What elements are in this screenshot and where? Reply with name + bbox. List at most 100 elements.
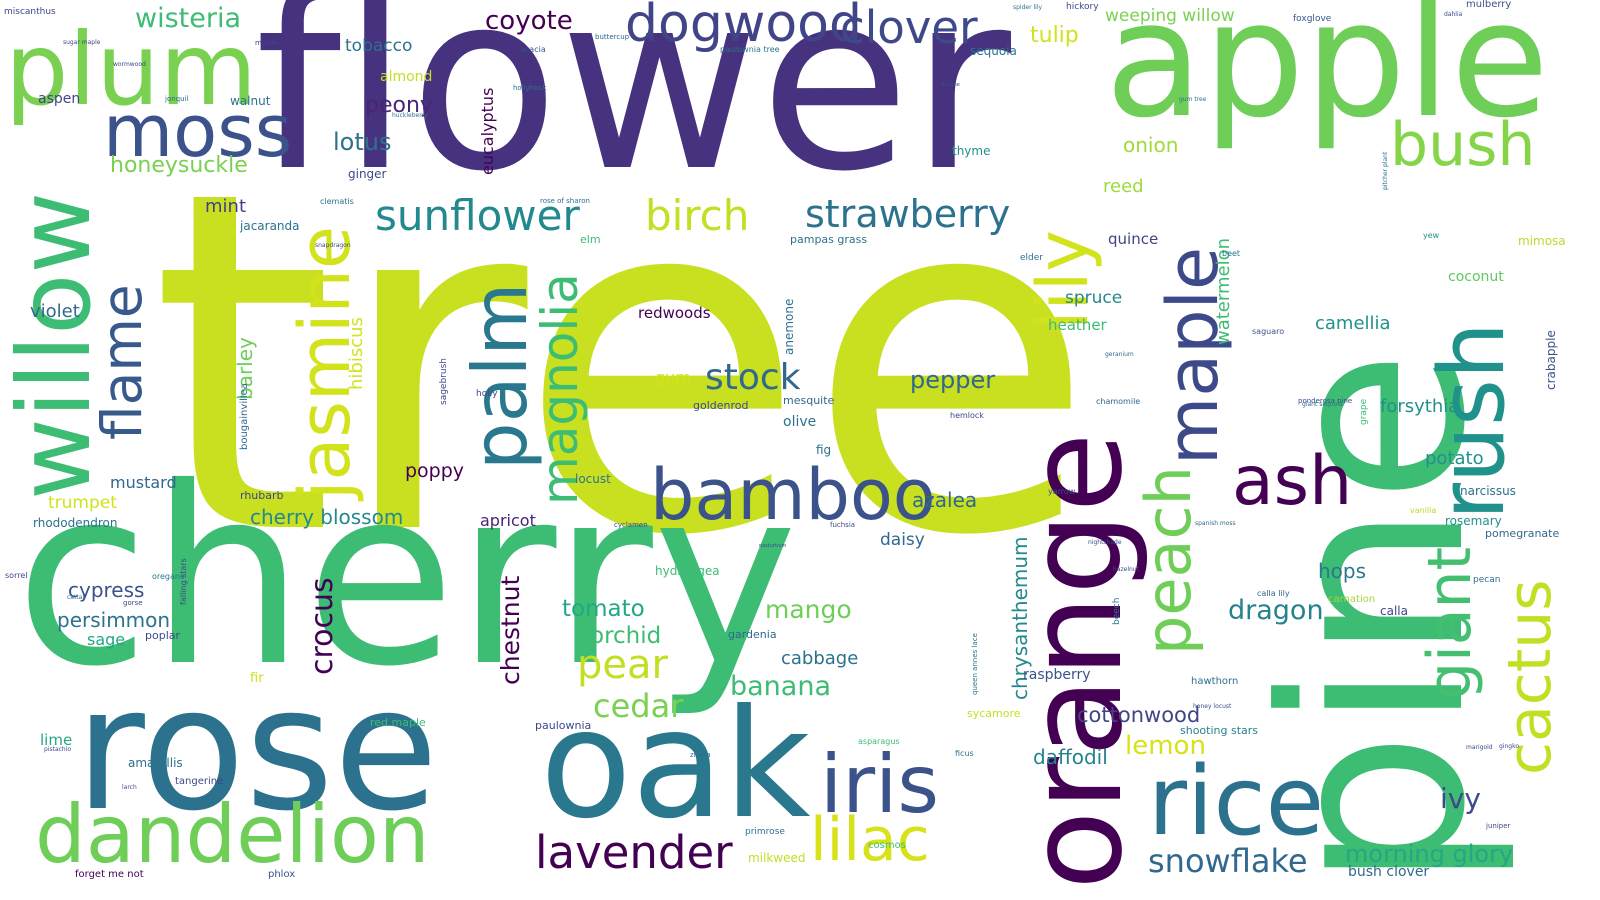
word-dogwood: dogwood xyxy=(625,0,862,54)
word-goldenrod: goldenrod xyxy=(693,399,749,412)
word-hollyhock: hollyhock xyxy=(513,84,547,92)
word-ginger: ginger xyxy=(348,167,387,181)
word-quince: quince xyxy=(1108,230,1159,248)
word-cyclamen: cyclamen xyxy=(614,521,648,529)
word-apple: apple xyxy=(1105,0,1550,153)
word-magnolia: magnolia xyxy=(531,273,589,505)
word-hawthorn: hawthorn xyxy=(1191,676,1239,687)
word-crocus: crocus xyxy=(305,577,340,675)
word-nasturtium: nasturtium xyxy=(759,543,787,549)
word-rhubarb: rhubarb xyxy=(240,489,284,502)
word-heather: heather xyxy=(1048,316,1107,334)
word-mulberry: mulberry xyxy=(1466,0,1512,10)
word-stock: stock xyxy=(705,357,801,398)
word-hazelnut: hazelnut xyxy=(1113,566,1139,573)
word-buttercup: buttercup xyxy=(595,33,630,41)
word-foxglove: foxglove xyxy=(1293,14,1332,24)
word-daphne: daphne xyxy=(941,82,960,88)
word-dahlia: dahlia xyxy=(1444,11,1463,18)
word-bush: bush xyxy=(1390,110,1536,180)
word-walnut: walnut xyxy=(230,94,271,108)
word-coconut: coconut xyxy=(1448,269,1504,285)
word-peony: peony xyxy=(365,93,433,118)
word-beet: beet xyxy=(1222,249,1241,258)
word-poplar: poplar xyxy=(145,629,181,642)
word-flower: flower xyxy=(255,0,1012,225)
word-azalea: azalea xyxy=(912,488,978,512)
word-potato: potato xyxy=(1425,448,1484,469)
word-shooting-stars: shooting stars xyxy=(1180,724,1259,737)
word-juniper: juniper xyxy=(1486,822,1511,830)
word-paulownia: paulownia xyxy=(535,719,592,732)
word-rose: rose xyxy=(75,651,439,849)
word-mango: mango xyxy=(765,595,852,624)
word-snowflake: snowflake xyxy=(1148,842,1308,880)
word-hickory: hickory xyxy=(1066,2,1099,12)
word-holly: holly xyxy=(476,389,498,399)
word-elm: elm xyxy=(580,233,601,246)
word-pistachio: pistachio xyxy=(44,746,72,753)
word-gorse: gorse xyxy=(123,599,143,607)
word-gardenia: gardenia xyxy=(728,628,777,641)
word-tobacco: tobacco xyxy=(345,36,413,56)
word-spruce: spruce xyxy=(1065,288,1123,308)
word-chamomile: chamomile xyxy=(1096,397,1141,406)
word-ficus: ficus xyxy=(955,749,974,758)
word-forsythia: forsythia xyxy=(1380,396,1460,417)
word-pepper: pepper xyxy=(910,366,996,394)
word-amaryllis: amaryllis xyxy=(128,756,183,770)
word-pitcher-plant: pitcher plant xyxy=(1382,151,1389,190)
word-mesquite: mesquite xyxy=(783,394,835,407)
word-hemlock: hemlock xyxy=(950,411,984,420)
word-geranium: geranium xyxy=(1105,351,1134,358)
word-asparagus: asparagus xyxy=(858,737,900,746)
word-olive: olive xyxy=(783,414,817,430)
word-bougainvillea: bougainvillea xyxy=(239,383,250,450)
word-crabapple: crabapple xyxy=(1544,330,1558,390)
word-lemon: lemon xyxy=(1125,731,1206,761)
word-coyote: coyote xyxy=(485,6,573,36)
word-persimmon: persimmon xyxy=(57,608,171,632)
word-cherry: cherry xyxy=(15,435,798,720)
word-thyme: thyme xyxy=(952,144,991,158)
word-fir: fir xyxy=(250,671,264,686)
word-sunflower: sunflower xyxy=(375,191,580,240)
word-ash: ash xyxy=(1232,442,1353,521)
word-dragon: dragon xyxy=(1228,595,1324,626)
word-lotus: lotus xyxy=(333,128,392,156)
word-acacia: acacia xyxy=(520,45,546,54)
word-clematis: clematis xyxy=(320,197,354,206)
word-lavender: lavender xyxy=(535,826,733,879)
word-lilac: lilac xyxy=(810,805,930,875)
word-snapdragon: snapdragon xyxy=(315,242,351,249)
word-weeping-willow: weeping willow xyxy=(1105,6,1235,26)
word-tangerine: tangerine xyxy=(175,776,224,787)
word-vanilla: vanilla xyxy=(1410,506,1437,515)
word-zinnia: zinnia xyxy=(690,751,711,759)
word-cypress: cypress xyxy=(68,578,145,602)
word-falling-stars: falling stars xyxy=(179,558,188,605)
word-pear: pear xyxy=(577,642,668,688)
word-fuchsia: fuchsia xyxy=(830,521,856,529)
word-queen-annes-lace: queen annes lace xyxy=(971,633,979,695)
word-yew: yew xyxy=(1423,231,1440,240)
word-pecan: pecan xyxy=(1473,575,1501,585)
word-carnation: carnation xyxy=(1328,594,1376,605)
word-violet: violet xyxy=(30,301,80,322)
word-hydrangea: hydrangea xyxy=(655,564,720,578)
word-jonquil: jonquil xyxy=(165,95,189,103)
word-honey-locust: honey locust xyxy=(1193,703,1232,710)
word-giant-sequoia: giant sequoia xyxy=(1302,401,1343,408)
word-birch: birch xyxy=(645,191,750,240)
word-camellia: camellia xyxy=(1315,313,1391,334)
word-pomegranate: pomegranate xyxy=(1485,527,1560,540)
word-sugar-maple: sugar maple xyxy=(63,39,101,46)
word-giant: giant xyxy=(1415,546,1485,700)
word-calla-lily: calla lily xyxy=(1257,589,1290,598)
word-elder: elder xyxy=(1020,253,1043,263)
word-rose-of-sharon: rose of sharon xyxy=(540,197,590,205)
word-poppy: poppy xyxy=(405,460,465,482)
word-jacaranda: jacaranda xyxy=(240,219,300,233)
word-strawberry: strawberry xyxy=(805,192,1011,236)
word-tree: tree xyxy=(150,91,1096,638)
